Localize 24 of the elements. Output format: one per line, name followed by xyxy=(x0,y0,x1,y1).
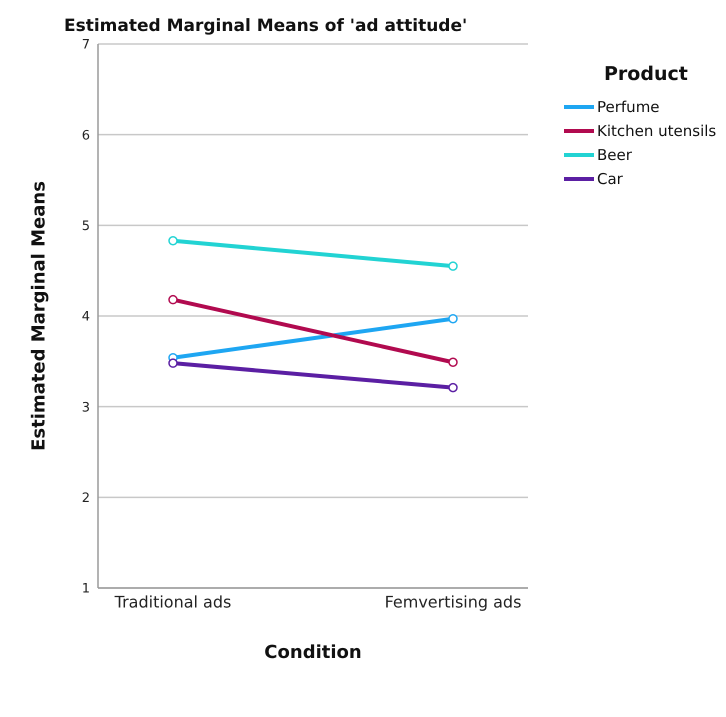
point xyxy=(168,236,178,246)
x-tick-label: Traditional ads xyxy=(114,592,232,612)
legend-label: Perfume xyxy=(597,98,660,116)
x-tick-label: Femvertising ads xyxy=(384,592,522,612)
x-axis-title: Condition xyxy=(264,642,362,663)
point xyxy=(448,261,458,271)
y-tick-label: 7 xyxy=(82,38,90,53)
y-tick-label: 5 xyxy=(82,218,90,234)
point xyxy=(448,382,458,392)
legend-label: Car xyxy=(597,170,623,188)
chart-title: Estimated Marginal Means of 'ad attitude' xyxy=(64,16,468,36)
y-tick-label: 2 xyxy=(82,490,90,506)
y-tick-label: 4 xyxy=(82,310,90,325)
y-tick-label: 1 xyxy=(82,582,90,597)
y-axis-title: Estimated Marginal Means xyxy=(28,181,50,451)
point xyxy=(448,314,458,324)
legend-label: Kitchen utensils xyxy=(597,122,716,140)
legend-label: Beer xyxy=(597,146,632,164)
y-tick-label: 3 xyxy=(82,400,90,416)
point xyxy=(168,294,178,304)
y-tick-label: 6 xyxy=(82,128,90,144)
point xyxy=(168,358,178,368)
legend-title: Product xyxy=(604,63,689,85)
point xyxy=(448,357,458,367)
